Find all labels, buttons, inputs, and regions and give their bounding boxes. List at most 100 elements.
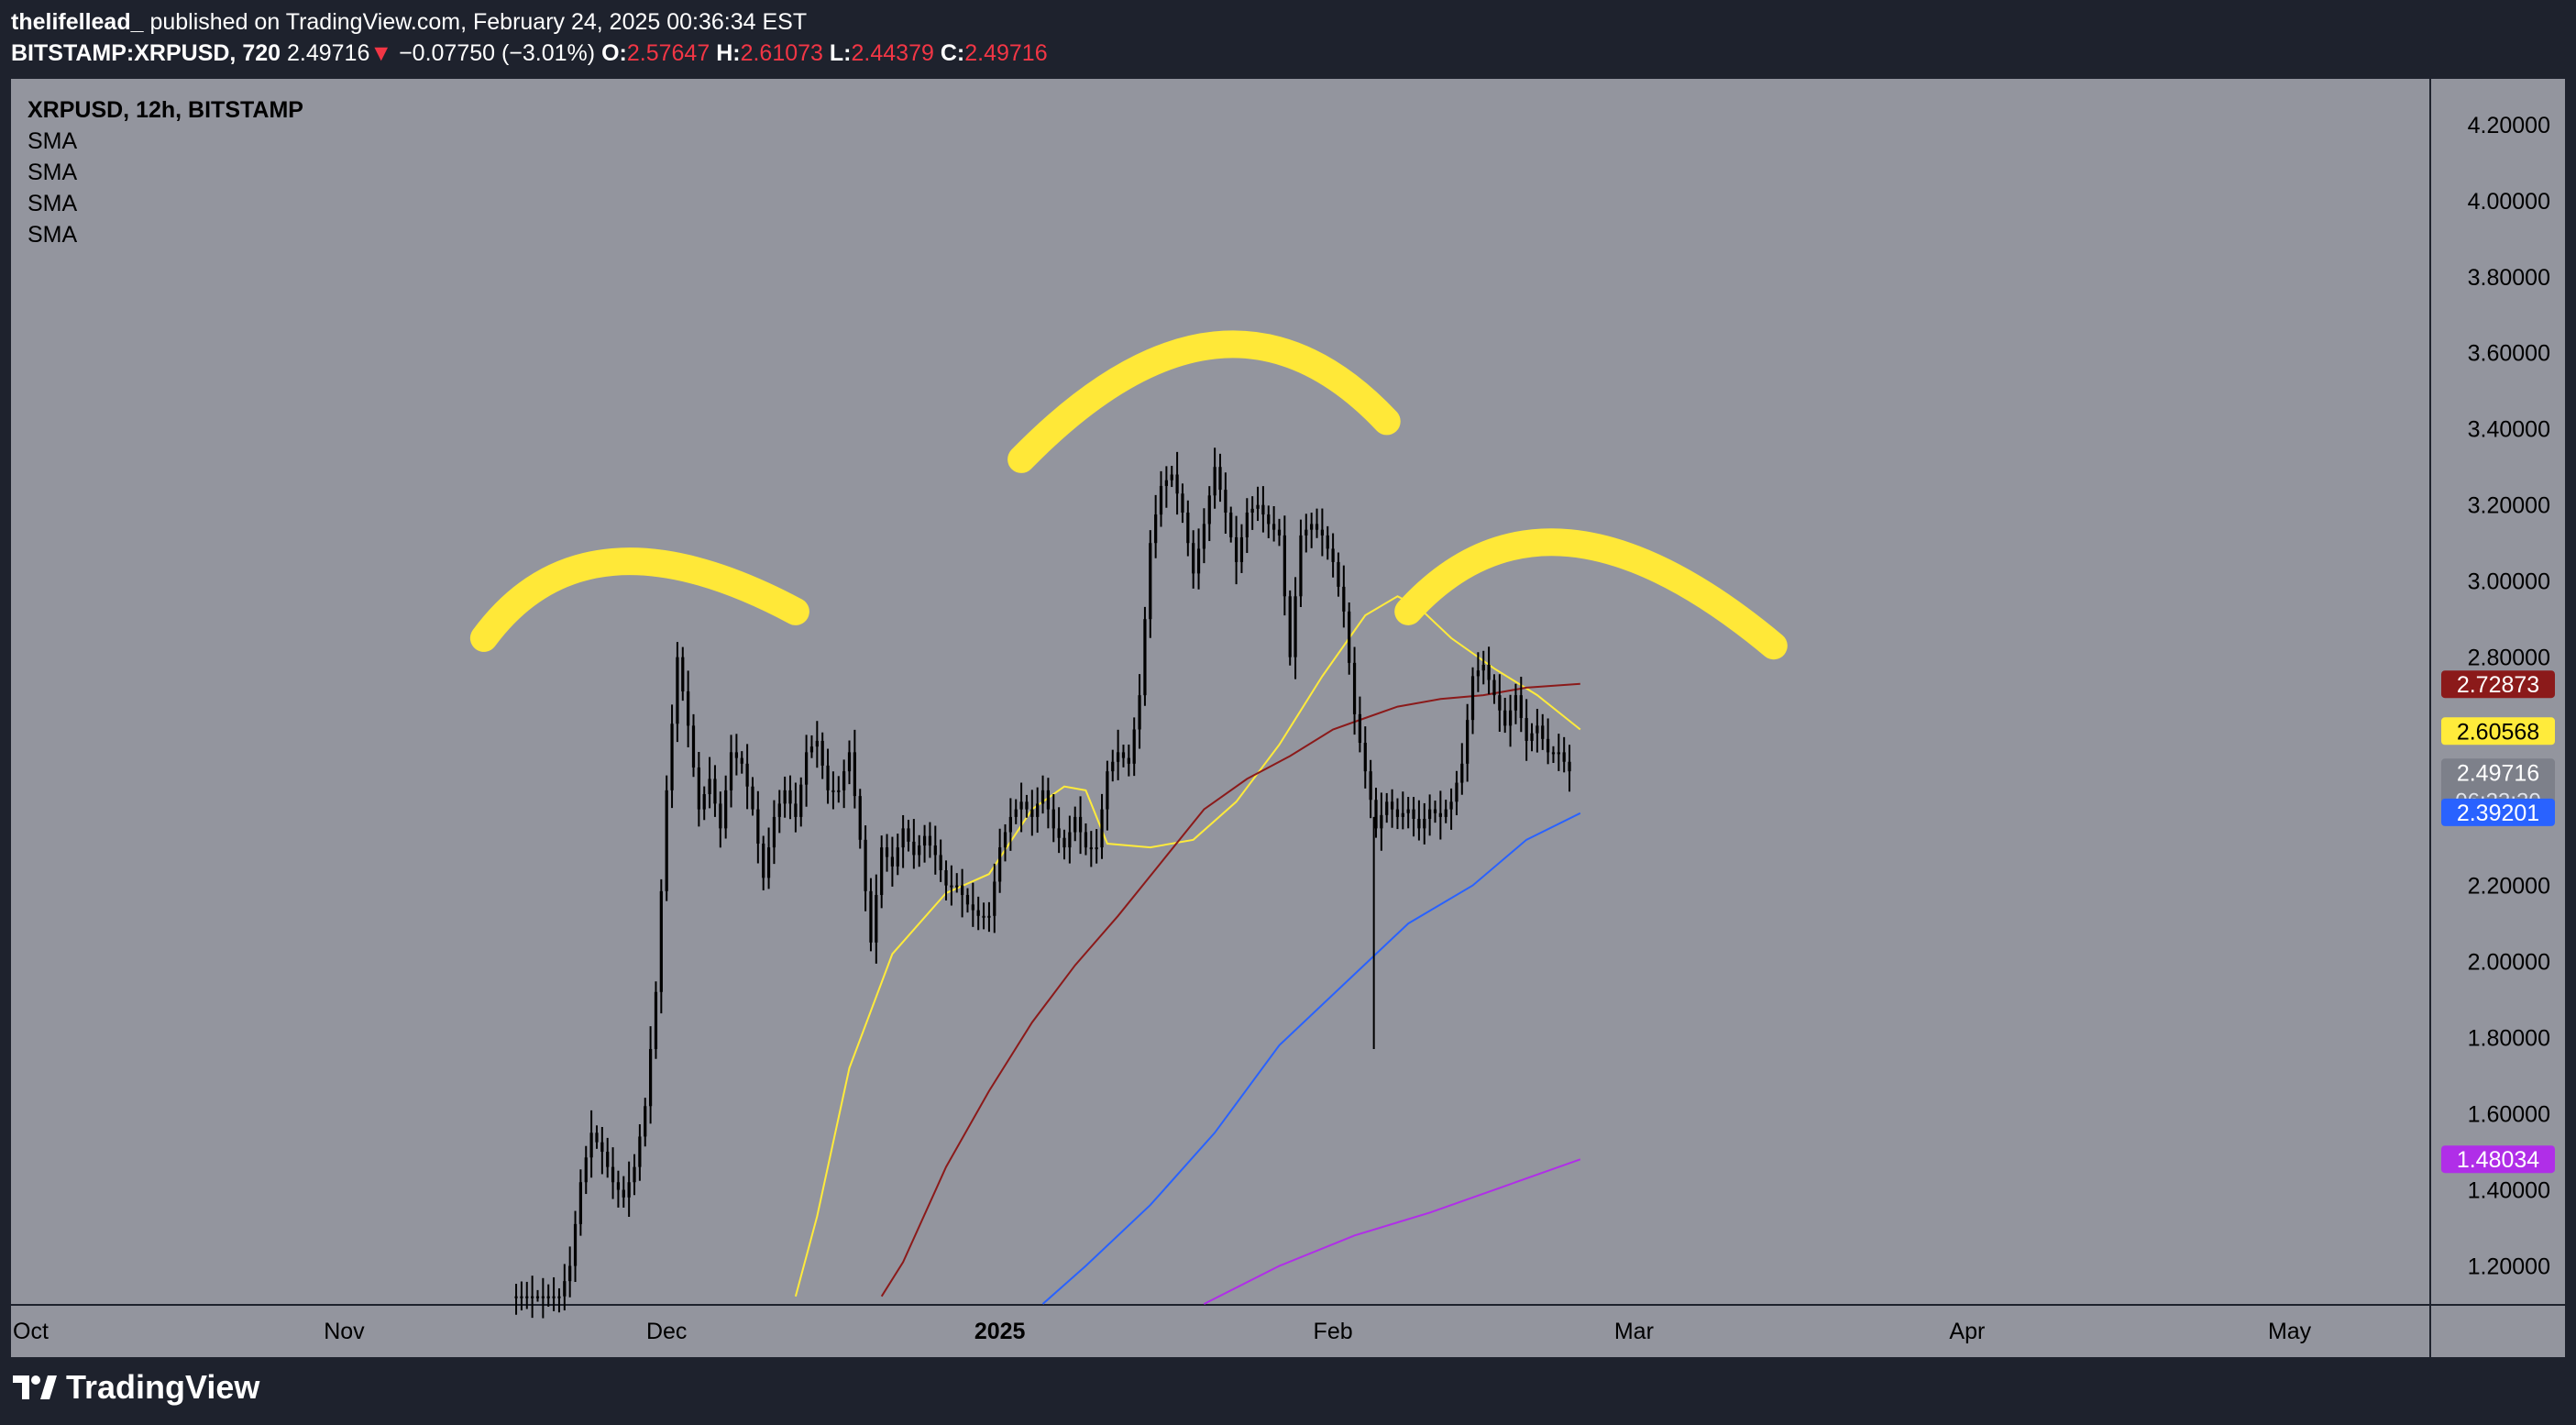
- candle-body: [719, 803, 722, 829]
- candle-body: [1175, 474, 1179, 494]
- candle-body: [933, 845, 937, 856]
- candle-body: [514, 1296, 518, 1298]
- author-name[interactable]: thelifellead_: [11, 9, 144, 35]
- open-value: 2.57647: [626, 40, 710, 66]
- sma-lines-layer: [794, 595, 1581, 1305]
- candle-body: [1282, 535, 1286, 597]
- time-tick-label: Feb: [1314, 1319, 1353, 1344]
- candle-body: [1428, 809, 1432, 819]
- symbol-ohlc-line: BITSTAMP:XRPUSD, 720 2.49716▼ −0.07750 (…: [11, 39, 1048, 68]
- candle-body: [525, 1296, 529, 1298]
- candle-body: [1438, 812, 1442, 817]
- legend-indicator[interactable]: SMA: [28, 222, 78, 248]
- tradingview-brand[interactable]: TradingView: [13, 1368, 259, 1407]
- candle-body: [831, 790, 835, 792]
- candle-body: [676, 657, 679, 724]
- candle-body: [1057, 828, 1061, 838]
- legend-indicator[interactable]: SMA: [28, 191, 78, 216]
- candle-body: [875, 894, 878, 943]
- candle-body: [869, 890, 873, 943]
- brand-name: TradingView: [66, 1368, 260, 1406]
- candle-body: [681, 657, 685, 691]
- candle-body: [998, 847, 1002, 882]
- plot-area[interactable]: [11, 79, 2429, 1304]
- candle-body: [713, 779, 717, 804]
- close-value: 2.49716: [964, 40, 1048, 66]
- price-tick-label: 3.00000: [2468, 569, 2550, 595]
- candle-body: [1449, 801, 1453, 810]
- candle-body: [1036, 803, 1040, 817]
- symbol-label: BITSTAMP:XRPUSD, 720: [11, 40, 281, 66]
- price-tick-label: 1.40000: [2468, 1178, 2550, 1204]
- candle-body: [1331, 548, 1335, 562]
- candle-body: [1541, 725, 1545, 739]
- price-tick-label: 1.80000: [2468, 1026, 2550, 1052]
- candle-body: [901, 828, 905, 848]
- candle-body: [1342, 586, 1346, 612]
- candle-body: [557, 1296, 561, 1298]
- time-tick-label: Nov: [324, 1319, 365, 1344]
- down-arrow-icon: ▼: [369, 40, 393, 66]
- candle-body: [890, 856, 895, 867]
- candle-body: [1030, 809, 1034, 817]
- published-text: published on TradingView.com, February 2…: [149, 9, 808, 35]
- price-tick-label: 2.20000: [2468, 874, 2550, 900]
- price-tick-label: 1.20000: [2468, 1254, 2550, 1280]
- candle-body: [1078, 816, 1083, 833]
- price-label-box: [2441, 717, 2555, 746]
- candle-body: [1149, 543, 1152, 620]
- candle-body: [1348, 611, 1351, 663]
- time-tick-label: May: [2268, 1319, 2312, 1344]
- price-label-box: [2441, 1145, 2555, 1174]
- candle-body: [950, 885, 953, 888]
- candle-body: [1352, 662, 1357, 714]
- candle-body: [777, 803, 781, 817]
- candle-body: [535, 1296, 540, 1298]
- candle-body: [745, 763, 749, 787]
- candle-body: [1374, 800, 1378, 829]
- candle-body: [1121, 752, 1126, 758]
- candle-body: [1256, 504, 1260, 509]
- candle-body: [1519, 695, 1523, 719]
- candle-body: [1326, 535, 1329, 549]
- candle-body: [606, 1152, 610, 1167]
- candle-body: [1305, 529, 1308, 536]
- candle-body: [563, 1281, 567, 1297]
- candle-body: [1154, 514, 1158, 544]
- candle-body: [729, 752, 733, 790]
- candle-body: [1089, 847, 1093, 850]
- time-axis-panel[interactable]: [11, 1306, 2429, 1357]
- candle-body: [1106, 771, 1109, 810]
- candle-body: [766, 847, 771, 878]
- price-tick-label: 1.60000: [2468, 1102, 2550, 1128]
- price-label-box: [2441, 798, 2555, 826]
- price-label-text: 2.39201: [2457, 801, 2539, 826]
- candle-body: [1014, 809, 1018, 817]
- candle-body: [1117, 752, 1120, 762]
- legend-indicator[interactable]: SMA: [28, 160, 78, 185]
- candle-body: [600, 1142, 604, 1153]
- candle-body: [751, 786, 754, 810]
- candle-body: [702, 794, 706, 810]
- time-axis-ticks: Oct Nov Dec 2025 Feb Mar Apr May: [13, 1319, 2312, 1344]
- candle-body: [961, 885, 964, 895]
- legend-indicator[interactable]: SMA: [28, 128, 78, 154]
- high-label: H:: [716, 40, 741, 66]
- candle-body: [1143, 619, 1147, 696]
- chart-frame[interactable]: 4.20000 4.00000 3.80000 3.60000 3.40000 3.200…: [11, 79, 2565, 1357]
- candle-body: [1234, 536, 1238, 562]
- candle-body: [1498, 695, 1502, 711]
- candle-body: [1019, 801, 1023, 810]
- chart-canvas[interactable]: 4.20000 4.00000 3.80000 3.60000 3.40000 3.200…: [11, 79, 2565, 1357]
- candle-body: [1476, 670, 1480, 677]
- candle-body: [944, 870, 948, 886]
- candle-body: [584, 1157, 588, 1183]
- candle-body: [1218, 467, 1222, 491]
- last-price: 2.49716: [286, 40, 370, 66]
- candle-body: [820, 740, 824, 766]
- candle-body: [976, 910, 980, 916]
- price-tick-label: 3.20000: [2468, 493, 2550, 519]
- candle-body: [1111, 761, 1115, 772]
- candle-body: [799, 784, 803, 817]
- candle-body: [1051, 809, 1055, 829]
